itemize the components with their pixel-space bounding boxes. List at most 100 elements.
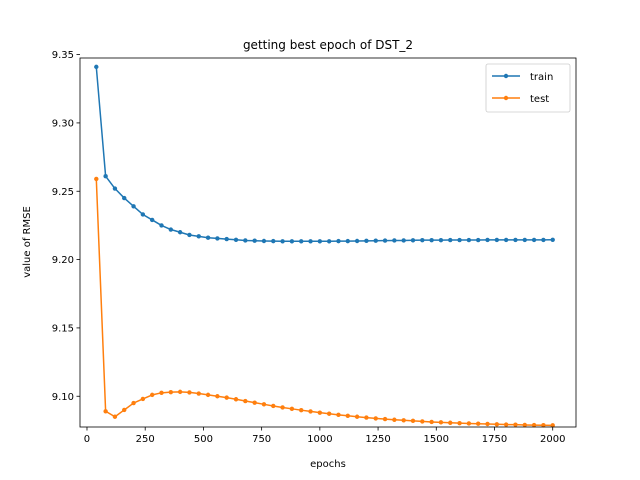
- data-point: [392, 417, 397, 422]
- data-point: [103, 174, 108, 179]
- data-point: [317, 410, 323, 415]
- x-tick-label: 2000: [540, 434, 565, 445]
- data-point: [224, 236, 229, 242]
- x-tick-label: 1500: [424, 434, 449, 445]
- chart-title: getting best epoch of DST_2: [243, 38, 413, 52]
- data-point: [299, 239, 304, 244]
- data-point: [401, 238, 406, 243]
- y-tick-label: 9.10: [52, 392, 74, 403]
- data-point: [289, 239, 295, 244]
- data-point: [429, 237, 434, 243]
- data-point: [550, 237, 555, 242]
- data-point: [336, 238, 341, 244]
- data-point: [196, 391, 201, 396]
- legend: train test: [485, 63, 571, 113]
- data-point: [308, 409, 313, 414]
- data-point: [326, 411, 332, 416]
- data-point: [271, 238, 276, 244]
- x-axis-label: epochs: [310, 459, 346, 470]
- legend-marker: [503, 73, 509, 79]
- y-axis-label: value of RMSE: [22, 206, 33, 278]
- data-point: [364, 238, 369, 244]
- legend-box: [485, 63, 571, 113]
- data-point: [345, 413, 350, 418]
- data-point: [522, 422, 527, 428]
- x-tick-label: 750: [252, 434, 271, 445]
- data-point: [140, 212, 146, 217]
- data-point: [410, 418, 416, 424]
- data-point: [401, 418, 406, 423]
- data-point: [438, 420, 444, 425]
- data-point: [308, 239, 313, 244]
- x-tick-label: 1250: [365, 434, 390, 445]
- data-point: [354, 238, 360, 244]
- data-point: [94, 64, 99, 70]
- data-point: [149, 392, 155, 398]
- data-point: [280, 405, 285, 410]
- data-point: [177, 230, 183, 235]
- data-point: [103, 409, 108, 414]
- data-point: [112, 414, 118, 419]
- data-point: [149, 217, 155, 223]
- data-point: [131, 204, 136, 209]
- data-point: [457, 237, 462, 243]
- data-point: [94, 176, 99, 182]
- data-point: [299, 407, 304, 413]
- data-point: [122, 407, 127, 413]
- x-tick-label: 500: [194, 434, 213, 445]
- data-point: [168, 227, 174, 232]
- data-point: [485, 421, 490, 427]
- data-point: [476, 421, 481, 426]
- data-point: [233, 397, 239, 402]
- data-point: [345, 238, 350, 244]
- y-tick-label: 9.30: [52, 118, 74, 129]
- data-point: [261, 238, 267, 244]
- data-point: [364, 415, 369, 420]
- data-point: [205, 235, 211, 240]
- data-point: [243, 398, 248, 404]
- plot-frame: [79, 57, 577, 428]
- data-point: [373, 416, 378, 421]
- x-tick-label: 250: [136, 434, 155, 445]
- data-point: [289, 406, 295, 412]
- data-point: [177, 389, 183, 395]
- data-point: [466, 237, 472, 243]
- data-point: [448, 420, 453, 425]
- x-tick-label: 1750: [482, 434, 507, 445]
- data-point: [224, 395, 229, 400]
- legend-label: train: [530, 72, 553, 83]
- y-tick-label: 9.25: [52, 187, 74, 198]
- data-point: [373, 238, 378, 243]
- data-point: [494, 237, 500, 243]
- data-point: [317, 239, 323, 244]
- data-point: [438, 237, 444, 243]
- data-point: [261, 402, 267, 407]
- data-point: [112, 186, 118, 191]
- data-point: [382, 416, 388, 422]
- data-point: [382, 238, 388, 243]
- data-point: [205, 392, 211, 398]
- data-point: [531, 422, 537, 428]
- y-tick-label: 9.15: [52, 323, 74, 334]
- data-point: [410, 238, 416, 243]
- data-point: [550, 423, 555, 428]
- data-point: [503, 237, 509, 243]
- data-point: [448, 237, 453, 243]
- data-point: [513, 237, 518, 243]
- data-point: [215, 236, 220, 241]
- data-point: [354, 414, 360, 419]
- data-point: [392, 238, 397, 243]
- data-point: [420, 419, 425, 424]
- legend-marker: [503, 95, 509, 101]
- data-point: [457, 420, 462, 426]
- data-point: [326, 239, 332, 244]
- data-point: [485, 237, 490, 243]
- data-point: [187, 390, 192, 395]
- data-point: [476, 237, 481, 243]
- data-point: [280, 239, 285, 244]
- y-tick-label: 9.35: [52, 50, 74, 61]
- data-point: [541, 423, 546, 428]
- data-point: [522, 237, 527, 243]
- data-point: [215, 394, 220, 399]
